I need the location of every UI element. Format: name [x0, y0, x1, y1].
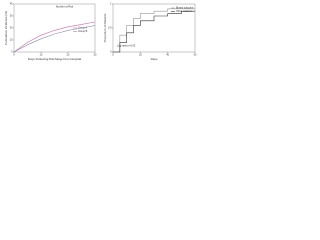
series-line	[13, 25, 96, 53]
x-tick-label: 20	[67, 54, 70, 57]
x-tick-label: 10	[40, 54, 43, 57]
x-tick-label: 20	[139, 54, 142, 57]
x-tick-label: 0	[13, 54, 15, 57]
y-axis-label: Cumulative Incidence (%)	[4, 11, 8, 45]
y-axis-label: Proportion of Patients	[103, 13, 107, 42]
y-tick-label: 10	[10, 39, 13, 42]
x-tick-label: 40	[166, 54, 169, 57]
x-tick-label: 30	[94, 54, 97, 57]
legend-label: Group B	[78, 30, 88, 33]
y-tick-label: 0.5	[108, 27, 112, 30]
annotation: Number at Risk	[56, 6, 74, 9]
y-tick-label: 0	[110, 51, 112, 54]
x-tick-label: 60	[194, 54, 197, 57]
legend-label: Binary outcome	[176, 7, 194, 10]
annotation: Log-rank p<0.05	[117, 45, 136, 48]
series-line	[113, 10, 195, 53]
y-tick-label: 20	[10, 27, 13, 30]
x-axis-label: Days Following Discharge from Hospital	[28, 57, 82, 61]
y-tick-label: 30	[10, 15, 13, 18]
y-tick-label: 40	[10, 3, 13, 6]
x-tick-label: 0	[112, 54, 114, 57]
x-axis-label: Days	[151, 57, 158, 61]
y-tick-label: 0	[11, 51, 13, 54]
series-line	[13, 21, 96, 53]
y-tick-label: 1	[110, 3, 112, 6]
charts: 0 10 20 30 0 10 20 30 40 Days Following Discharge…	[4, 3, 197, 61]
legend-label: Group A	[78, 27, 88, 30]
legend-label: Other outcome	[176, 10, 193, 13]
series-line	[113, 8, 195, 53]
